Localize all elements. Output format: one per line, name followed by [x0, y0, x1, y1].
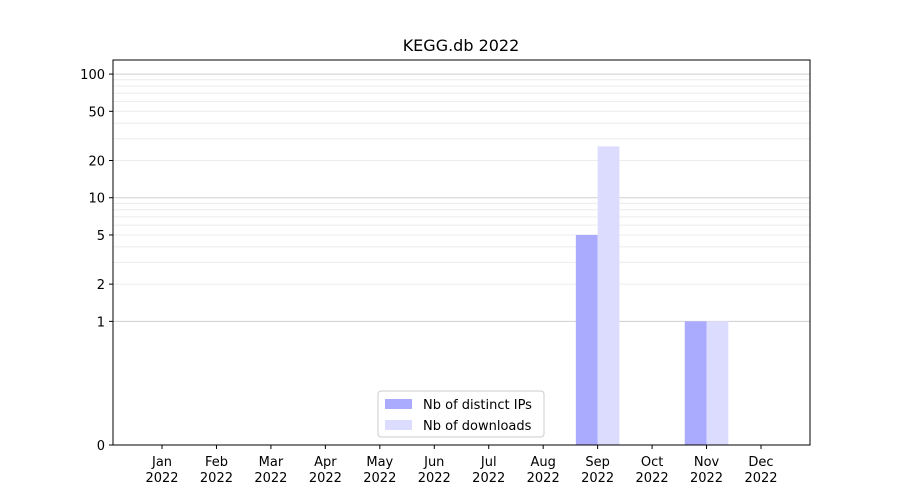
y-tick-label: 100 — [80, 68, 105, 83]
x-tick-label: Mar 2022 — [254, 455, 287, 486]
legend-swatch — [385, 420, 412, 430]
y-tick-label: 10 — [88, 192, 105, 207]
legend-label: Nb of downloads — [423, 419, 532, 434]
y-tick-label: 20 — [88, 155, 105, 170]
y-axis: 0 1 2 5 10 20 50 100 — [80, 68, 113, 454]
bar-distinct-ips — [684, 321, 707, 445]
x-tick-label: Nov 2022 — [690, 455, 723, 486]
y-tick-label: 50 — [88, 105, 105, 120]
bar-downloads — [597, 146, 620, 445]
x-tick-label: Aug 2022 — [527, 455, 560, 486]
y-tick-label: 0 — [97, 439, 105, 454]
legend-swatch — [385, 399, 412, 409]
x-tick-label: Sep 2022 — [581, 455, 614, 486]
legend-box — [377, 390, 545, 438]
x-tick-label: May 2022 — [363, 455, 396, 486]
y-tick-label: 2 — [97, 278, 105, 293]
y-tick-label: 5 — [97, 229, 105, 244]
x-tick-label: Dec 2022 — [744, 455, 777, 486]
x-axis: Jan 2022 Feb 2022 Mar 2022 Apr 2022 May 2022 Jun 20… — [145, 445, 778, 486]
legend-label: Nb of distinct IPs — [423, 398, 532, 413]
bars — [575, 146, 729, 445]
x-tick-label: Oct 2022 — [636, 455, 669, 486]
bar-distinct-ips — [575, 234, 598, 445]
x-tick-label: Jun 2022 — [418, 455, 451, 486]
plot-frame — [112, 59, 811, 446]
x-tick-label: Jan 2022 — [145, 455, 178, 486]
chart-title: KEGG.db 2022 — [403, 36, 520, 55]
x-tick-label: Feb 2022 — [200, 455, 233, 486]
y-tick-label: 1 — [97, 315, 105, 330]
x-tick-label: Apr 2022 — [309, 455, 342, 486]
bar-downloads — [706, 321, 729, 445]
x-tick-label: Jul 2022 — [472, 455, 505, 486]
grid-lines — [113, 73, 810, 322]
legend: Nb of distinct IPs Nb of downloads — [377, 390, 545, 438]
